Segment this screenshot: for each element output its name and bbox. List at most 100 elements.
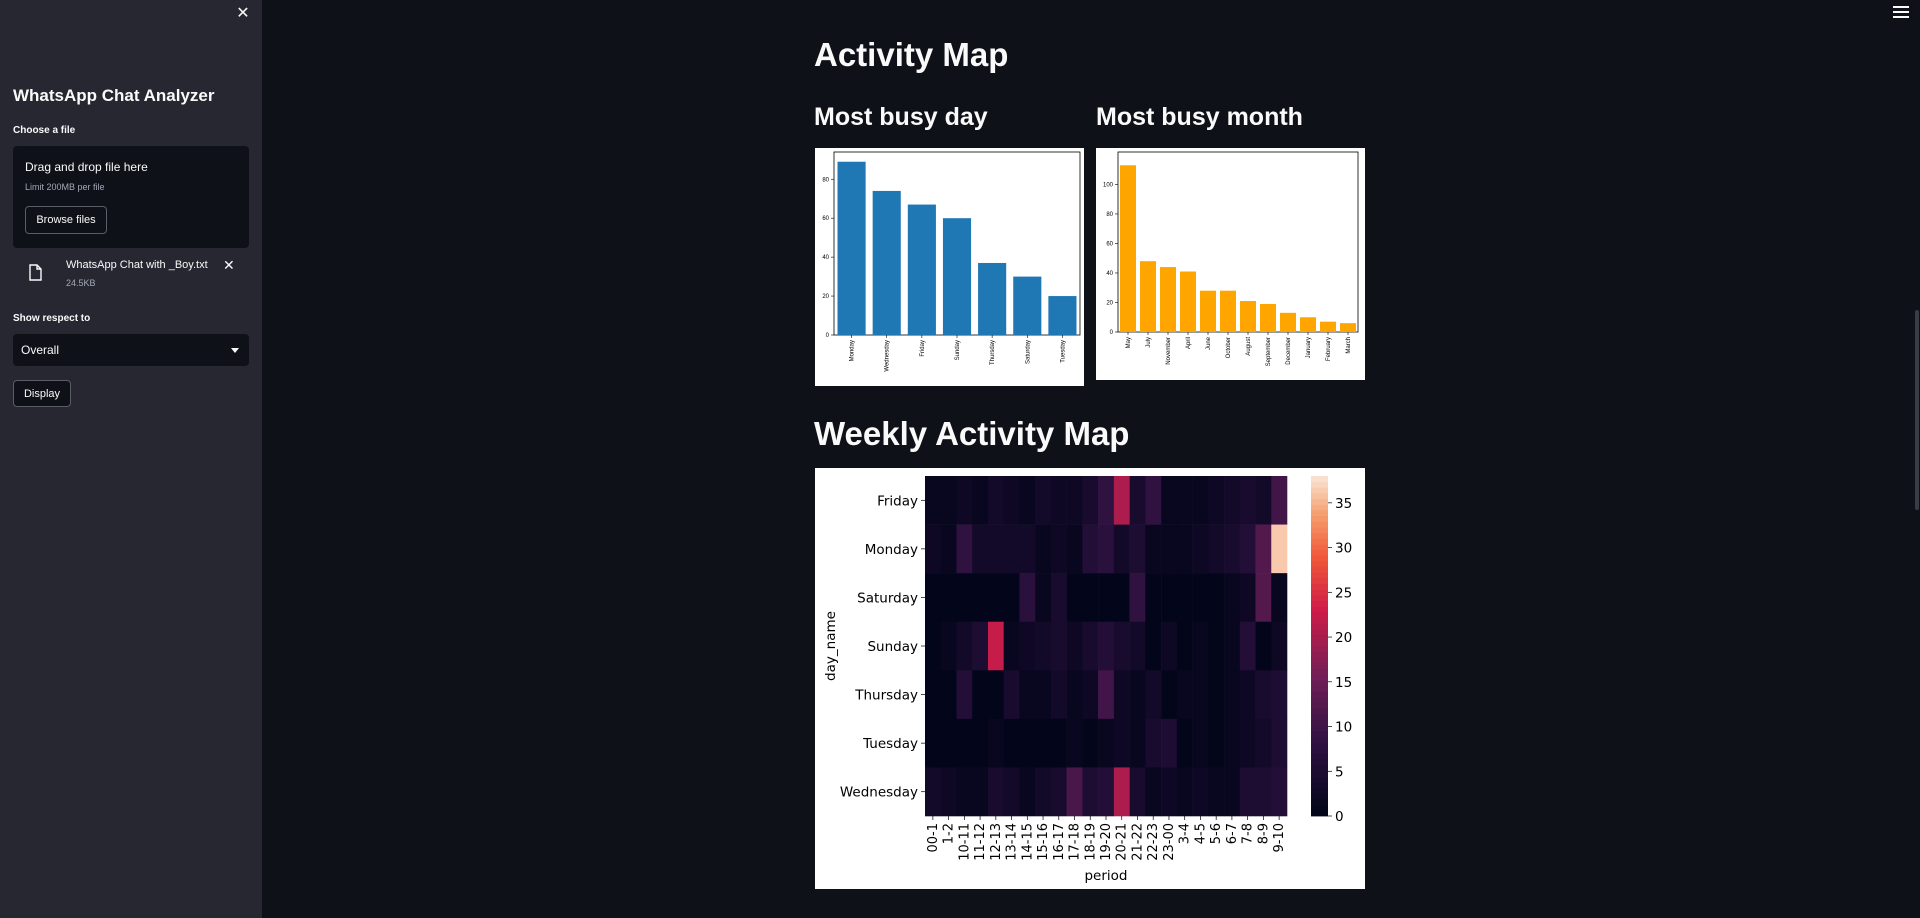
colorbar-segment — [1311, 521, 1328, 528]
heatmap-cell — [1271, 767, 1288, 817]
colorbar-segment — [1311, 634, 1328, 641]
heatmap-cell — [956, 476, 973, 525]
heatmap-cell — [1145, 670, 1162, 720]
chevron-down-icon — [231, 348, 239, 353]
heatmap-cell — [1050, 621, 1067, 671]
colorbar-segment — [1311, 702, 1328, 709]
heatmap-xtick-label: 14-15 — [1020, 823, 1035, 861]
colorbar-segment — [1311, 657, 1328, 664]
heatmap-cell — [1082, 573, 1099, 623]
colorbar-segment — [1311, 583, 1328, 590]
heatmap-cell — [1019, 621, 1036, 671]
busy-month-bar — [1200, 290, 1216, 332]
heatmap-cell — [1066, 670, 1083, 720]
heatmap-cell — [972, 476, 989, 525]
heatmap-cell — [1019, 718, 1036, 768]
heatmap-cell — [1224, 670, 1241, 720]
heatmap-cell — [1019, 476, 1036, 525]
heatmap-xtick-label: 1-2 — [942, 823, 957, 844]
heatmap-ytick-label: Tuesday — [862, 736, 918, 752]
busy-day-bar — [907, 204, 936, 335]
display-button[interactable]: Display — [13, 380, 71, 407]
busy-month-xtick-label: December — [1286, 337, 1292, 365]
heatmap-cell — [1192, 767, 1209, 817]
heatmap-cell — [1129, 573, 1146, 623]
colorbar-segment — [1311, 776, 1328, 783]
colorbar-segment — [1311, 476, 1328, 483]
colorbar-tick-label: 5 — [1335, 764, 1344, 780]
heatmap-cell — [1003, 476, 1020, 525]
browse-files-button[interactable]: Browse files — [25, 206, 107, 234]
colorbar-segment — [1311, 623, 1328, 630]
heatmap-cell — [1176, 621, 1193, 671]
heatmap-cell — [1050, 476, 1067, 525]
heatmap-cell — [1176, 718, 1193, 768]
colorbar-segment — [1311, 674, 1328, 681]
heatmap-cell — [1192, 670, 1209, 720]
heatmap-cell — [1161, 476, 1178, 525]
busy-month-xtick-label: August — [1246, 337, 1252, 356]
respect-select-value: Overall — [21, 343, 60, 357]
heatmap-cell — [1224, 476, 1241, 525]
busy-day-xtick-label: Wednesday — [885, 340, 891, 372]
remove-file-icon[interactable]: ✕ — [223, 257, 235, 273]
heatmap-cell — [1161, 718, 1178, 768]
heatmap-cell — [972, 670, 989, 720]
heatmap-cell — [1098, 767, 1115, 817]
heatmap-cell — [1019, 524, 1036, 574]
close-sidebar-icon[interactable]: ✕ — [236, 5, 250, 22]
file-icon — [29, 264, 42, 281]
heatmap-xtick-label: 7-8 — [1241, 823, 1256, 844]
heatmap-cell — [1113, 767, 1130, 817]
file-dropzone[interactable]: Drag and drop file here Limit 200MB per … — [13, 146, 249, 248]
colorbar-segment — [1311, 714, 1328, 721]
heatmap-cell — [1271, 718, 1288, 768]
busy-month-ytick-label: 40 — [1106, 271, 1113, 277]
heatmap-cell — [1145, 718, 1162, 768]
scrollbar[interactable] — [1915, 310, 1919, 510]
heatmap-xtick-label: 18-19 — [1083, 823, 1098, 861]
hamburger-menu-icon[interactable] — [1893, 6, 1909, 20]
colorbar-segment — [1311, 748, 1328, 755]
file-uploader-label: Choose a file — [13, 125, 76, 136]
colorbar-tick-label: 0 — [1335, 809, 1344, 825]
heatmap-cell — [1066, 573, 1083, 623]
heatmap-cell — [1066, 524, 1083, 574]
busy-month-ytick-label: 0 — [1110, 330, 1114, 336]
heatmap-cell — [1176, 767, 1193, 817]
colorbar-segment — [1311, 697, 1328, 704]
heatmap-cell — [1208, 476, 1225, 525]
heatmap-cell — [972, 767, 989, 817]
heatmap-cell — [1208, 718, 1225, 768]
weekly-heatmap-chart: Friday Monday Saturday Sunday Thursday Tuesda… — [815, 468, 1365, 889]
heatmap-cell — [1098, 476, 1115, 525]
heatmap-xtick-label: 3-4 — [1178, 823, 1193, 844]
busy-month-xtick-label: January — [1306, 337, 1312, 358]
heatmap-cell — [1192, 573, 1209, 623]
heatmap-ytick-label: Saturday — [857, 590, 918, 606]
heatmap-cell — [1113, 524, 1130, 574]
colorbar-segment — [1311, 770, 1328, 777]
heatmap-cell — [1129, 670, 1146, 720]
heatmap-xtick-label: 22-23 — [1146, 823, 1161, 861]
heatmap-cell — [987, 718, 1004, 768]
heatmap-cell — [972, 524, 989, 574]
colorbar-segment — [1311, 487, 1328, 494]
heatmap-xtick-label: 12-13 — [989, 823, 1004, 861]
colorbar-segment — [1311, 651, 1328, 658]
respect-select[interactable]: Overall — [13, 334, 249, 366]
heatmap-cell — [1161, 767, 1178, 817]
colorbar-tick-label: 25 — [1335, 585, 1352, 601]
colorbar-segment — [1311, 629, 1328, 636]
colorbar-tick-label: 35 — [1335, 496, 1352, 512]
heatmap-xtick-label: 9-10 — [1272, 823, 1287, 853]
busy-month-ytick-label: 60 — [1106, 241, 1113, 247]
heatmap-cell — [1224, 718, 1241, 768]
sidebar: ✕ WhatsApp Chat Analyzer Choose a file D… — [0, 0, 262, 918]
heatmap-cell — [1082, 476, 1099, 525]
heatmap-cell — [1208, 524, 1225, 574]
colorbar-segment — [1311, 736, 1328, 743]
colorbar-segment — [1311, 578, 1328, 585]
colorbar-tick-label: 20 — [1335, 630, 1352, 646]
heatmap-cell — [1208, 767, 1225, 817]
